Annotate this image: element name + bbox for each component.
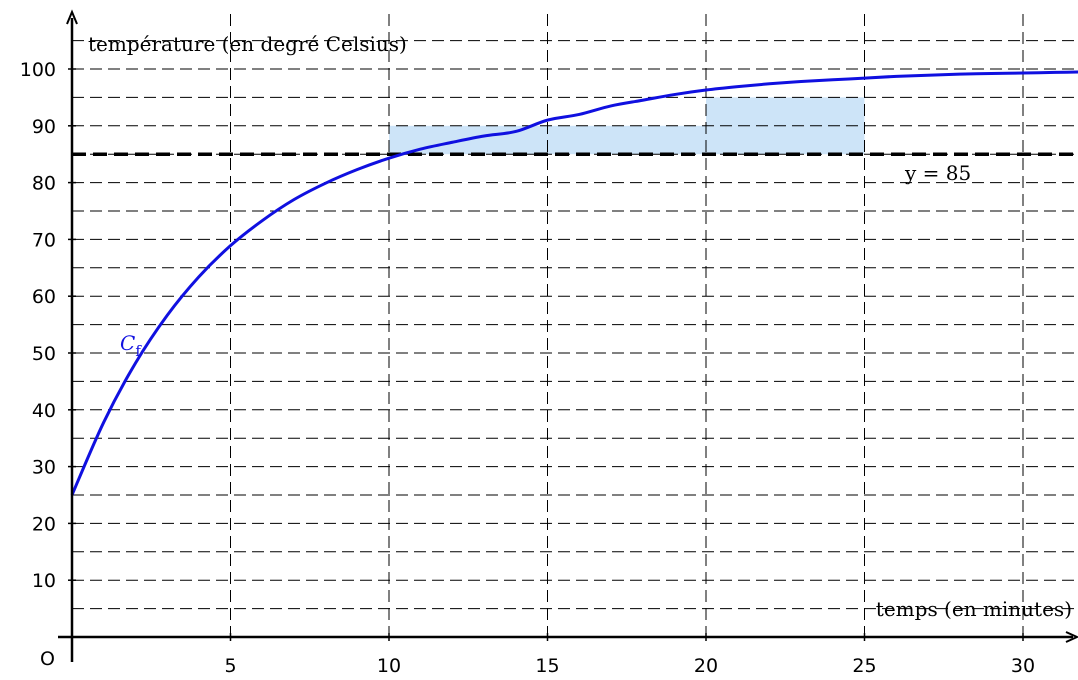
x-axis-arrow — [1065, 631, 1078, 643]
reference-line-label: y = 85 — [904, 161, 971, 185]
y-tick-label-90: 90 — [32, 116, 56, 138]
y-tick-label-60: 60 — [32, 286, 56, 308]
x-axis-title: temps (en minutes) — [876, 597, 1072, 621]
series-line-0 — [70, 70, 1078, 496]
y-tick-label-10: 10 — [32, 570, 56, 592]
y-axis-title: température (en degré Celsius) — [88, 32, 407, 56]
y-axis-arrow — [66, 9, 78, 25]
x-tick-label-10: 10 — [377, 655, 401, 677]
curve-label: Cf — [120, 331, 142, 360]
y-tick-label-100: 100 — [20, 59, 56, 81]
y-tick-label-70: 70 — [32, 229, 56, 251]
x-tick-label-20: 20 — [694, 655, 718, 677]
origin-label: O — [40, 648, 55, 670]
y-tick-label-80: 80 — [32, 173, 56, 195]
y-tick-label-40: 40 — [32, 400, 56, 422]
curve-label-main: C — [120, 331, 135, 355]
x-tick-label-25: 25 — [852, 655, 876, 677]
axes — [58, 9, 1078, 662]
tick-labels: 5 10 15 20 25 30 10 20 30 40 50 60 70 80 90 100 — [20, 59, 1035, 677]
y-tick-label-30: 30 — [32, 457, 56, 479]
labels: température (en degré Celsius) temps (en… — [40, 32, 1072, 670]
curve-label-sub: f — [135, 342, 142, 360]
x-tick-label-15: 15 — [535, 655, 559, 677]
x-tick-label-30: 30 — [1011, 655, 1035, 677]
x-tick-label-5: 5 — [224, 655, 236, 677]
y-tick-label-50: 50 — [32, 343, 56, 365]
y-tick-label-20: 20 — [32, 513, 56, 535]
grid — [72, 14, 1078, 637]
curve-group — [70, 70, 1078, 496]
